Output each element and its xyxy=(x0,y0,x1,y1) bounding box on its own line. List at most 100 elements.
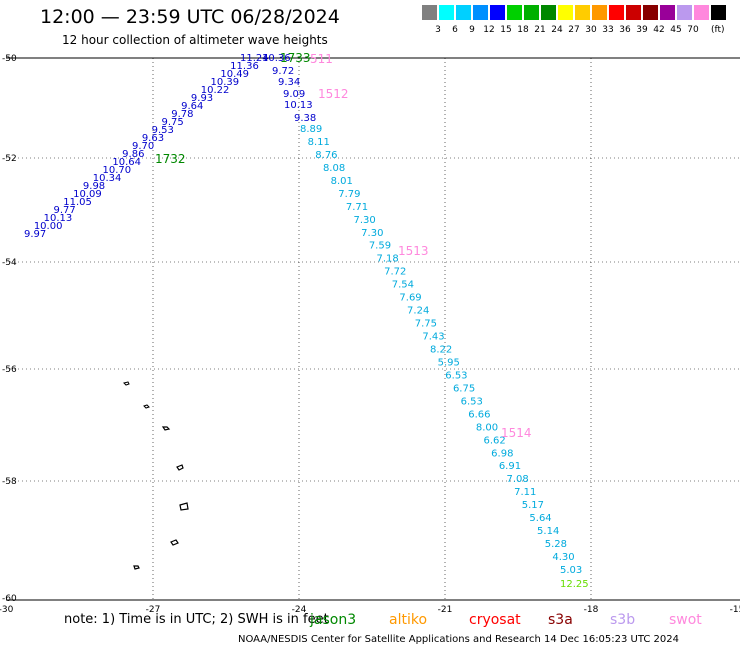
pass-time-label: 1512 xyxy=(318,87,349,101)
color-legend-label: 6 xyxy=(452,25,458,35)
color-legend-label: 9 xyxy=(469,25,475,35)
longitude-tick-label: -30 xyxy=(0,605,14,615)
color-legend-swatch xyxy=(609,5,624,20)
wave-height-label: 11.24 xyxy=(240,53,269,64)
wave-height-label: 8.00 xyxy=(476,422,498,433)
wave-height-label: 7.11 xyxy=(514,487,536,498)
pass-time-label: 1514 xyxy=(501,426,532,440)
wave-height-label: 9.34 xyxy=(278,77,300,88)
satellite-legend-item: jason3 xyxy=(310,612,357,628)
wave-height-label: 7.59 xyxy=(369,241,391,252)
map-grid xyxy=(6,57,740,601)
color-legend-swatch xyxy=(473,5,488,20)
wave-height-label: 6.62 xyxy=(484,435,506,446)
wave-height-label: 9.78 xyxy=(171,109,193,120)
wave-height-label: 7.30 xyxy=(361,228,383,239)
wave-height-label: 7.69 xyxy=(399,293,421,304)
wave-height-label: 8.01 xyxy=(331,176,353,187)
wave-height-label: 8.08 xyxy=(323,163,345,174)
wave-height-label: 9.75 xyxy=(161,117,183,128)
longitude-tick-label: -15 xyxy=(730,605,740,615)
wave-height-label: 9.53 xyxy=(152,125,174,136)
latitude-tick-label: -54 xyxy=(2,258,17,268)
color-legend-label: 3 xyxy=(435,25,441,35)
wave-height-label: 9.63 xyxy=(142,133,164,144)
wave-height-label: 10.22 xyxy=(201,85,230,96)
longitude-tick-label: -21 xyxy=(438,605,453,615)
wave-height-label: 10.49 xyxy=(220,69,249,80)
color-legend-swatch xyxy=(422,5,437,20)
satellite-legend-item: altiko xyxy=(389,612,428,628)
credit-line: NOAA/NESDIS Center for Satellite Applica… xyxy=(238,634,680,645)
island-6 xyxy=(170,539,179,546)
wave-height-label: 10.36 xyxy=(262,53,291,64)
wave-height-label: 5.28 xyxy=(545,539,567,550)
footnote: note: 1) Time is in UTC; 2) SWH is in fe… xyxy=(64,612,329,627)
color-legend-swatch xyxy=(456,5,471,20)
wave-height-label: 9.64 xyxy=(181,101,203,112)
wave-height-label: 4.30 xyxy=(552,552,574,563)
pass-time-label: 511 xyxy=(310,52,333,66)
wave-height-label: 6.66 xyxy=(468,409,490,420)
color-legend-label: 36 xyxy=(619,25,631,35)
color-legend-label: 24 xyxy=(551,25,563,35)
color-legend-swatch xyxy=(711,5,726,20)
satellite-legend-item: cryosat xyxy=(469,612,521,628)
color-legend-label: 33 xyxy=(602,25,614,35)
color-legend-unit: (ft) xyxy=(711,25,725,35)
islands xyxy=(123,381,189,570)
latitude-tick-label: -58 xyxy=(2,477,17,487)
color-legend-label: 21 xyxy=(534,25,546,35)
color-legend-swatch xyxy=(694,5,709,20)
pass-time-label: 1513 xyxy=(398,244,429,258)
wave-height-label: 12.25 xyxy=(560,579,589,590)
color-legend-swatch xyxy=(575,5,590,20)
latitude-tick-label: -50 xyxy=(2,54,17,64)
wave-height-label: 6.98 xyxy=(491,448,513,459)
wave-height-label: 7.75 xyxy=(415,319,437,330)
wave-height-label: 6.53 xyxy=(461,396,483,407)
color-legend-label: 70 xyxy=(687,25,699,35)
wave-height-label: 7.79 xyxy=(338,189,360,200)
color-legend-swatch xyxy=(626,5,641,20)
wave-height-label: 8.89 xyxy=(300,124,322,135)
island-7 xyxy=(133,565,140,570)
satellite-legend-item: swot xyxy=(669,612,702,628)
wave-height-label: 5.64 xyxy=(529,513,551,524)
latitude-tick-label: -56 xyxy=(2,365,17,375)
axis-tick-labels: -30 -27 -24 -21 -18 -15 -50 -52 -54 -56 -58 -60 xyxy=(0,54,740,615)
altimeter-tracks: 11.2411.3610.4910.3910.229.939.649.789.7… xyxy=(24,51,589,590)
page-title: 12:00 — 23:59 UTC 06/28/2024 xyxy=(40,6,340,28)
wave-height-label: 11.36 xyxy=(230,61,259,72)
wave-height-label: 6.91 xyxy=(499,461,521,472)
latitude-tick-label: -60 xyxy=(2,594,17,604)
wave-height-label: 8.76 xyxy=(315,150,337,161)
color-legend-label: 18 xyxy=(517,25,529,35)
wave-height-label: 7.18 xyxy=(376,254,398,265)
longitude-tick-label: -18 xyxy=(584,605,599,615)
wave-height-label: 10.09 xyxy=(73,189,102,200)
color-legend-swatch xyxy=(507,5,522,20)
wave-height-label: 5.17 xyxy=(522,500,544,511)
island-3 xyxy=(161,426,171,431)
wave-height-label: 10.13 xyxy=(284,100,313,111)
color-legend-label: 39 xyxy=(636,25,648,35)
wave-height-label: 11.05 xyxy=(63,197,92,208)
wave-height-label: 9.93 xyxy=(191,93,213,104)
longitude-tick-label: -24 xyxy=(292,605,307,615)
color-legend-swatch xyxy=(660,5,675,20)
island-2 xyxy=(143,404,150,409)
color-legend-swatch xyxy=(592,5,607,20)
wave-height-label: 5.14 xyxy=(537,526,559,537)
wave-height-label: 10.39 xyxy=(211,77,240,88)
color-legend-swatch xyxy=(439,5,454,20)
wave-height-label: 5.03 xyxy=(560,565,582,576)
wave-height-label: 8.11 xyxy=(308,137,330,148)
wave-height-label: 7.24 xyxy=(407,306,429,317)
color-legend-swatch xyxy=(643,5,658,20)
wave-height-label: 9.70 xyxy=(132,141,154,152)
island-4 xyxy=(176,464,184,471)
wave-height-label: 8.22 xyxy=(430,345,452,356)
wave-height-label: 9.72 xyxy=(272,66,294,77)
